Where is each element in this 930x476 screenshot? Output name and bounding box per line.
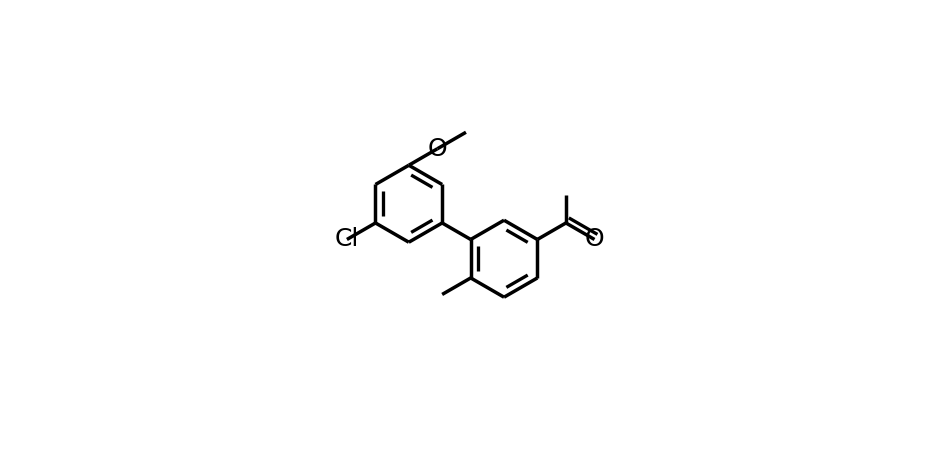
Text: Cl: Cl <box>335 228 359 251</box>
Text: O: O <box>428 137 447 161</box>
Text: O: O <box>585 228 604 251</box>
